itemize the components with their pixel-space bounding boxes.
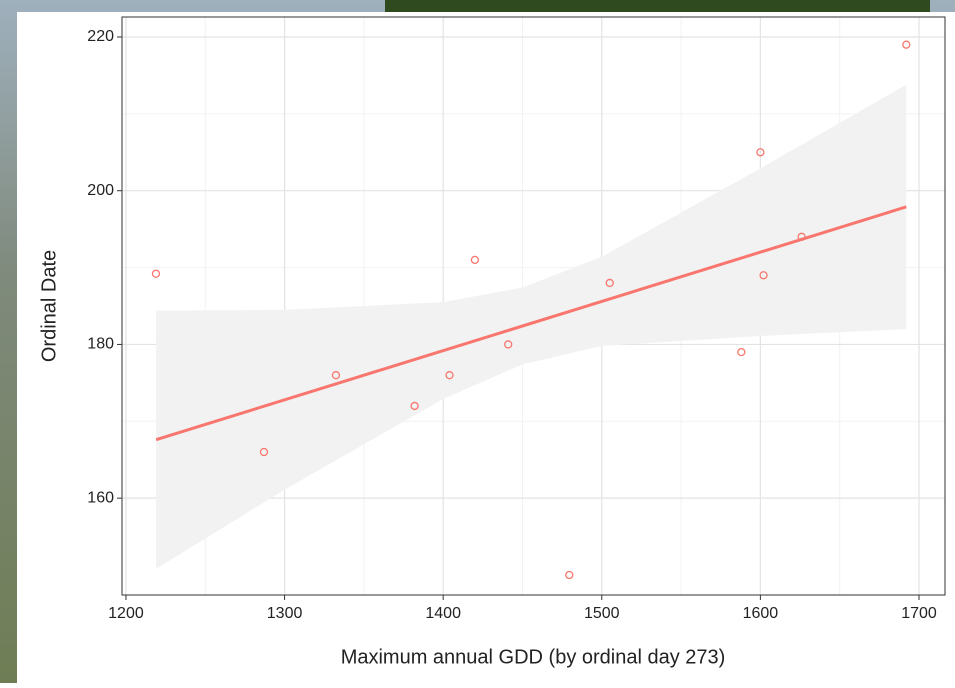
x-tick-label: 1300 bbox=[267, 605, 303, 622]
x-tick-label: 1200 bbox=[108, 605, 144, 622]
y-tick-label: 160 bbox=[87, 489, 114, 506]
x-axis-title: Maximum annual GDD (by ordinal day 273) bbox=[341, 646, 726, 668]
chart: Maximum annual GDD (by ordinal day 273) … bbox=[0, 0, 955, 683]
page: Maximum annual GDD (by ordinal day 273) … bbox=[0, 0, 955, 683]
x-tick-label: 1700 bbox=[901, 605, 937, 622]
y-tick-label: 200 bbox=[87, 182, 114, 199]
leaf-photo bbox=[385, 0, 930, 12]
y-tick-label: 220 bbox=[87, 28, 114, 45]
y-axis-title: Ordinal Date bbox=[38, 250, 60, 362]
x-tick-label: 1600 bbox=[743, 605, 779, 622]
y-tick-label: 180 bbox=[87, 336, 114, 353]
x-tick-label: 1500 bbox=[584, 605, 620, 622]
x-tick-label: 1400 bbox=[425, 605, 461, 622]
